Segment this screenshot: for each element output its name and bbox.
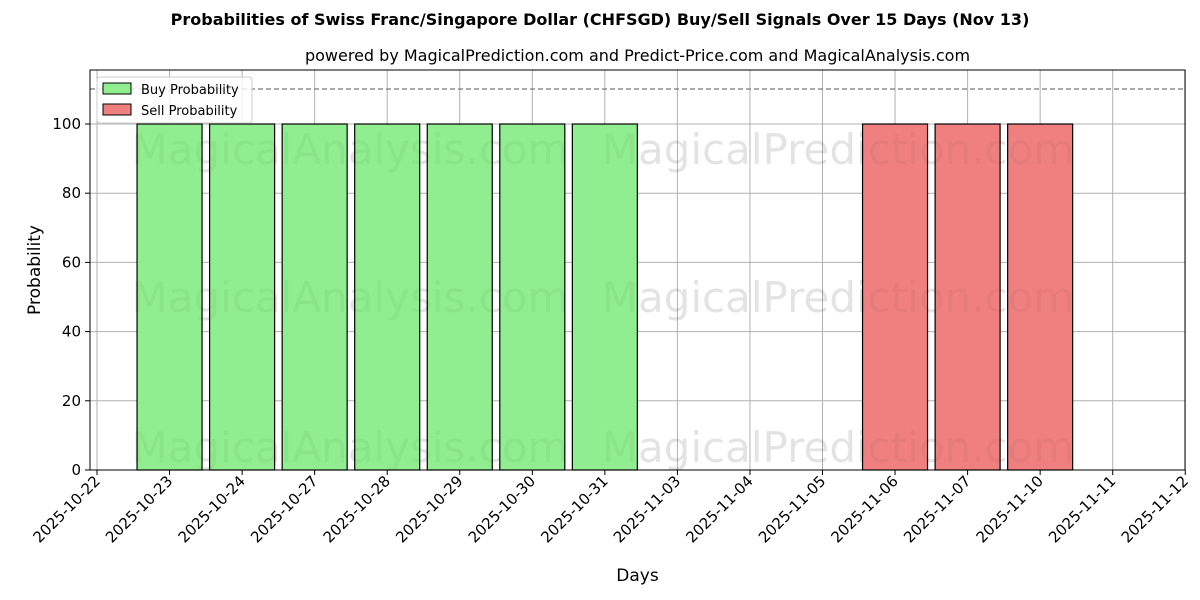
buy-probability-bar bbox=[281, 123, 348, 471]
y-axis-label: Probability bbox=[25, 225, 45, 315]
watermark-text: MagicalPrediction.com bbox=[602, 273, 1075, 322]
buy-probability-bar bbox=[136, 123, 203, 471]
x-tick-label: 2025-10-27 bbox=[247, 472, 321, 546]
x-tick-label: 2025-10-30 bbox=[465, 472, 539, 546]
y-tick-label: 20 bbox=[62, 392, 81, 410]
chart-title: Probabilities of Swiss Franc/Singapore D… bbox=[170, 10, 1030, 29]
plot-frame bbox=[89, 69, 1186, 471]
watermark-text: MagicalPrediction.com bbox=[602, 125, 1075, 174]
buy-probability-bar bbox=[499, 123, 566, 471]
legend-label: Sell Probability bbox=[141, 104, 238, 119]
y-tick-label: 60 bbox=[62, 253, 81, 271]
y-tick-label: 100 bbox=[52, 115, 81, 133]
x-tick-label: 2025-10-28 bbox=[320, 472, 394, 546]
legend-swatch bbox=[102, 103, 132, 116]
watermark-text: MagicalAnalysis.com bbox=[132, 273, 569, 322]
y-tick-label: 0 bbox=[71, 461, 81, 479]
legend: Buy Probability Sell Probability bbox=[96, 76, 253, 124]
buy-probability-bar bbox=[426, 123, 493, 471]
y-tick-label: 40 bbox=[62, 323, 81, 341]
x-tick-label: 2025-11-04 bbox=[682, 472, 756, 546]
x-tick-label: 2025-11-06 bbox=[827, 472, 901, 546]
sell-probability-bar bbox=[934, 123, 1001, 471]
watermark-text: MagicalPrediction.com bbox=[602, 423, 1075, 472]
x-tick-label: 2025-10-22 bbox=[29, 472, 103, 546]
x-tick-label: 2025-10-24 bbox=[175, 472, 249, 546]
x-tick-label: 2025-10-29 bbox=[392, 472, 466, 546]
buy-probability-bar bbox=[354, 123, 421, 471]
x-tick-label: 2025-11-12 bbox=[1118, 472, 1192, 546]
x-tick-label: 2025-10-23 bbox=[102, 472, 176, 546]
watermark-text: MagicalAnalysis.com bbox=[132, 125, 569, 174]
x-tick-label: 2025-10-31 bbox=[537, 472, 611, 546]
buy-probability-bar bbox=[209, 123, 276, 471]
x-tick-label: 2025-11-03 bbox=[610, 472, 684, 546]
x-tick-label: 2025-11-10 bbox=[973, 472, 1047, 546]
sell-probability-bar bbox=[1007, 123, 1074, 471]
y-tick-label: 80 bbox=[62, 184, 81, 202]
x-tick-label: 2025-11-05 bbox=[755, 472, 829, 546]
watermark-text: MagicalAnalysis.com bbox=[132, 273, 569, 322]
watermark-text: MagicalAnalysis.com bbox=[132, 125, 569, 174]
legend-label: Buy Probability bbox=[141, 83, 239, 98]
x-axis-label: Days bbox=[616, 566, 659, 586]
sell-probability-bar bbox=[861, 123, 929, 471]
buy-probability-bar bbox=[571, 123, 638, 471]
x-tick-label: 2025-11-11 bbox=[1045, 472, 1119, 546]
watermark-text: MagicalAnalysis.com bbox=[132, 423, 569, 472]
chart-subtitle: powered by MagicalPrediction.com and Pre… bbox=[304, 46, 971, 65]
x-tick-label: 2025-11-07 bbox=[900, 472, 974, 546]
legend-swatch bbox=[102, 82, 132, 95]
watermark-text: MagicalAnalysis.com bbox=[132, 423, 569, 472]
